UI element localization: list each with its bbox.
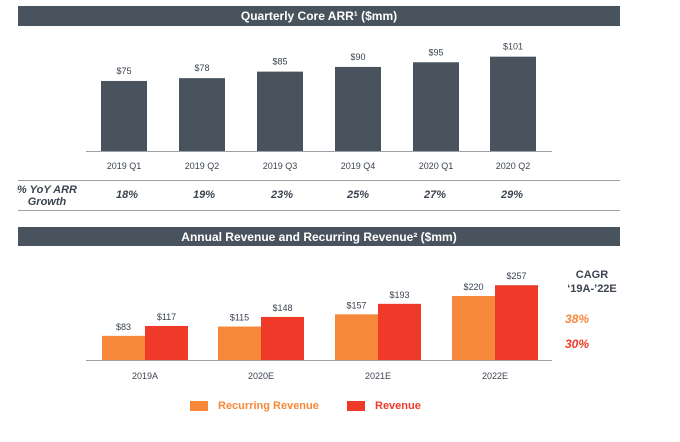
revenue-chart-title: Annual Revenue and Recurring Revenue² ($… bbox=[18, 227, 620, 246]
revenue-tick-label: 2020E bbox=[248, 371, 274, 381]
recurring-revenue-bar bbox=[102, 335, 145, 360]
arr-bar bbox=[335, 66, 381, 151]
growth-value: 23% bbox=[270, 189, 294, 201]
yoy-growth-label: % YoY ARR Growth bbox=[12, 184, 82, 208]
revenue-tick-label: 2021E bbox=[365, 371, 391, 381]
arr-data-label: $101 bbox=[503, 42, 523, 52]
arr-tick-label: 2019 Q2 bbox=[185, 161, 220, 171]
growth-value: 29% bbox=[500, 189, 524, 201]
arr-bar bbox=[101, 80, 147, 151]
growth-value: 25% bbox=[346, 189, 370, 201]
recurring-revenue-data-label: $157 bbox=[346, 300, 366, 310]
revenue-data-label: $257 bbox=[506, 271, 526, 281]
arr-bar bbox=[490, 56, 536, 151]
cagr-revenue: 30% bbox=[564, 337, 590, 351]
cagr-recurring: 38% bbox=[564, 312, 590, 326]
yoy-growth-label-line2: Growth bbox=[27, 196, 67, 208]
arr-data-label: $95 bbox=[428, 47, 443, 57]
arr-tick-label: 2019 Q1 bbox=[107, 161, 142, 171]
revenue-data-label: $148 bbox=[272, 303, 292, 313]
recurring-revenue-bar bbox=[218, 326, 261, 360]
cagr-title-line2: ‘19A-’22E bbox=[567, 283, 617, 295]
legend-revenue: Revenue bbox=[347, 400, 421, 412]
legend-recurring: Recurring Revenue bbox=[190, 400, 319, 412]
revenue-data-label: $117 bbox=[157, 312, 176, 322]
yoy-growth-label-line1: % YoY ARR bbox=[17, 184, 77, 196]
arr-chart-title: Quarterly Core ARR¹ ($mm) bbox=[18, 6, 620, 26]
revenue-bar bbox=[495, 285, 538, 360]
arr-tick-label: 2020 Q1 bbox=[419, 161, 454, 171]
legend-recurring-swatch bbox=[190, 401, 208, 411]
legend-revenue-label: Revenue bbox=[375, 400, 421, 412]
arr-tick-label: 2020 Q2 bbox=[496, 161, 531, 171]
arr-bar bbox=[257, 71, 303, 151]
revenue-bar bbox=[378, 303, 421, 360]
cagr-title-line1: CAGR bbox=[575, 269, 609, 281]
recurring-revenue-data-label: $115 bbox=[230, 313, 249, 323]
recurring-revenue-data-label: $83 bbox=[116, 322, 131, 332]
recurring-revenue-data-label: $220 bbox=[463, 282, 483, 292]
growth-value: 27% bbox=[423, 189, 447, 201]
revenue-tick-label: 2022E bbox=[482, 371, 508, 381]
arr-data-label: $75 bbox=[116, 66, 131, 76]
recurring-revenue-bar bbox=[452, 295, 495, 360]
arr-data-label: $85 bbox=[272, 57, 287, 67]
legend-revenue-swatch bbox=[347, 401, 365, 411]
recurring-revenue-bar bbox=[335, 314, 378, 360]
revenue-bar bbox=[145, 325, 188, 360]
arr-data-label: $90 bbox=[350, 52, 365, 62]
arr-tick-label: 2019 Q3 bbox=[263, 161, 298, 171]
legend-recurring-label: Recurring Revenue bbox=[218, 400, 319, 412]
growth-value: 19% bbox=[192, 189, 216, 201]
revenue-data-label: $193 bbox=[389, 290, 409, 300]
arr-bar bbox=[179, 78, 225, 151]
arr-tick-label: 2019 Q4 bbox=[341, 161, 376, 171]
arr-bar bbox=[413, 62, 459, 151]
revenue-bar bbox=[261, 316, 304, 360]
cagr-title: CAGR ‘19A-’22E bbox=[552, 268, 632, 296]
arr-data-label: $78 bbox=[194, 63, 209, 73]
growth-value: 18% bbox=[115, 189, 139, 201]
revenue-tick-label: 2019A bbox=[132, 371, 158, 381]
